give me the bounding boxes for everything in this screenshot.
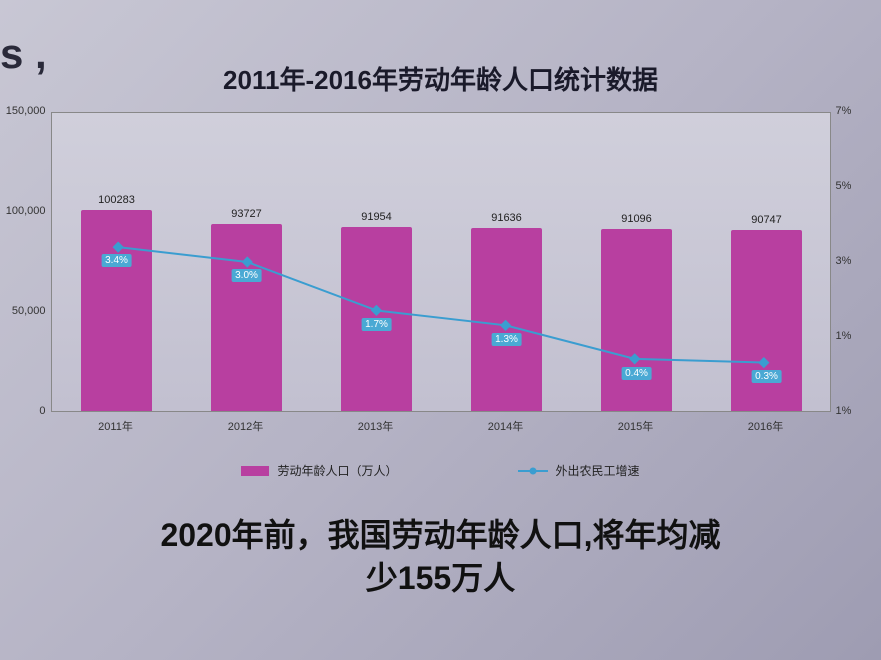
- bottom-statement: 2020年前，我国劳动年龄人口,将年均减 少155万人: [40, 514, 841, 600]
- x-tick-label: 2013年: [358, 418, 393, 434]
- legend-bar-label: 劳动年龄人口（万人）: [277, 462, 397, 479]
- bottom-line-2: 少155万人: [40, 557, 841, 600]
- x-tick-label: 2016年: [748, 418, 783, 434]
- legend-bar-swatch: [241, 466, 269, 476]
- legend-line-label: 外出农民工增速: [556, 462, 640, 479]
- legend-bar: 劳动年龄人口（万人）: [241, 462, 397, 479]
- legend-line: 外出农民工增速: [518, 462, 640, 479]
- y-right-tick: 7%: [836, 105, 861, 117]
- chart-title: 2011年-2016年劳动年龄人口统计数据: [40, 60, 841, 97]
- y-right-tick: 3%: [836, 255, 861, 267]
- y-left-tick: 50,000: [0, 305, 46, 317]
- y-right-tick: 1%: [836, 405, 861, 417]
- bottom-line-1: 2020年前，我国劳动年龄人口,将年均减: [40, 514, 841, 557]
- y-right-tick: 1%: [836, 330, 861, 342]
- y-right-tick: 5%: [836, 180, 861, 192]
- x-tick-label: 2015年: [618, 418, 653, 434]
- y-left-tick: 150,000: [0, 105, 46, 117]
- legend-line-swatch: [518, 470, 548, 472]
- x-tick-label: 2014年: [488, 418, 523, 434]
- x-tick-label: 2012年: [228, 418, 263, 434]
- y-left-tick: 100,000: [0, 205, 46, 217]
- chart-plot-area: 10028393727919549163691096907473.4%3.0%1…: [51, 112, 831, 412]
- slide-region: 2011年-2016年劳动年龄人口统计数据 100283937279195491…: [40, 60, 841, 600]
- x-tick-label: 2011年: [98, 418, 133, 434]
- legend: 劳动年龄人口（万人） 外出农民工增速: [40, 462, 841, 479]
- y-left-tick: 0: [0, 405, 46, 417]
- line-overlay: [52, 113, 830, 411]
